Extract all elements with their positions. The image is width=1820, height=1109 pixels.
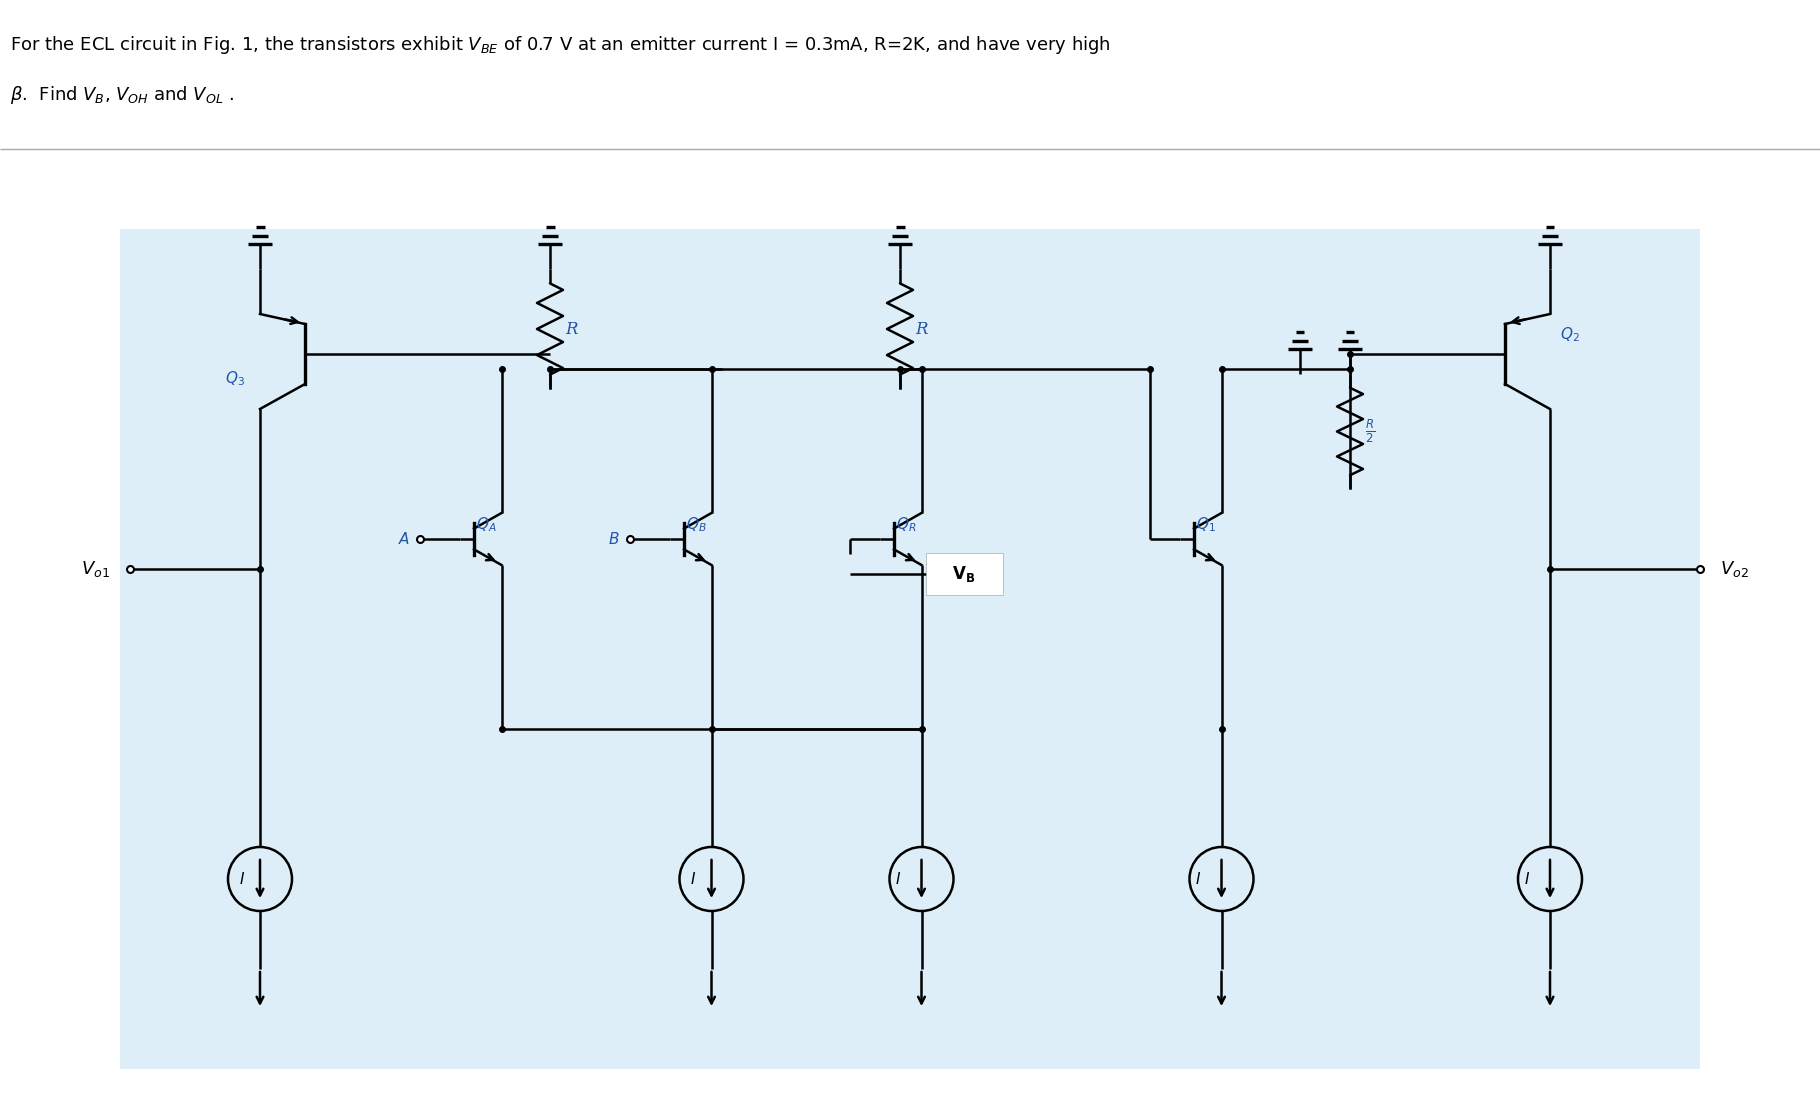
Text: $Q_A$: $Q_A$	[477, 516, 497, 535]
Text: $A$: $A$	[399, 531, 410, 547]
Bar	[0, 0, 1820, 228]
Text: $I$: $I$	[1523, 871, 1531, 887]
Text: $Q_R$: $Q_R$	[895, 516, 917, 535]
Text: $V_{o2}$: $V_{o2}$	[1720, 559, 1749, 579]
Text: $I$: $I$	[690, 871, 697, 887]
Text: R: R	[564, 321, 577, 337]
Text: $Q_B$: $Q_B$	[686, 516, 706, 535]
Text: $\mathbf{V_B}$: $\mathbf{V_B}$	[952, 564, 976, 584]
Text: $Q_2$: $Q_2$	[1560, 325, 1580, 344]
Text: $\frac{R}{2}$: $\frac{R}{2}$	[1365, 418, 1376, 445]
FancyBboxPatch shape	[926, 553, 1003, 596]
Text: $V_{o1}$: $V_{o1}$	[82, 559, 109, 579]
Text: $\beta$.  Find $V_B$, $V_{OH}$ and $V_{OL}$ .: $\beta$. Find $V_B$, $V_{OH}$ and $V_{OL…	[9, 84, 235, 106]
Bar	[120, 228, 1700, 1069]
Text: $Q_1$: $Q_1$	[1196, 516, 1216, 535]
Text: $B$: $B$	[608, 531, 621, 547]
Text: $I$: $I$	[1196, 871, 1201, 887]
Text: $I$: $I$	[895, 871, 901, 887]
Text: $Q_3$: $Q_3$	[226, 369, 246, 388]
Text: R: R	[915, 321, 928, 337]
Text: For the ECL circuit in Fig. 1, the transistors exhibit $V_{BE}$ of 0.7 V at an e: For the ECL circuit in Fig. 1, the trans…	[9, 34, 1110, 55]
Text: $I$: $I$	[238, 871, 246, 887]
